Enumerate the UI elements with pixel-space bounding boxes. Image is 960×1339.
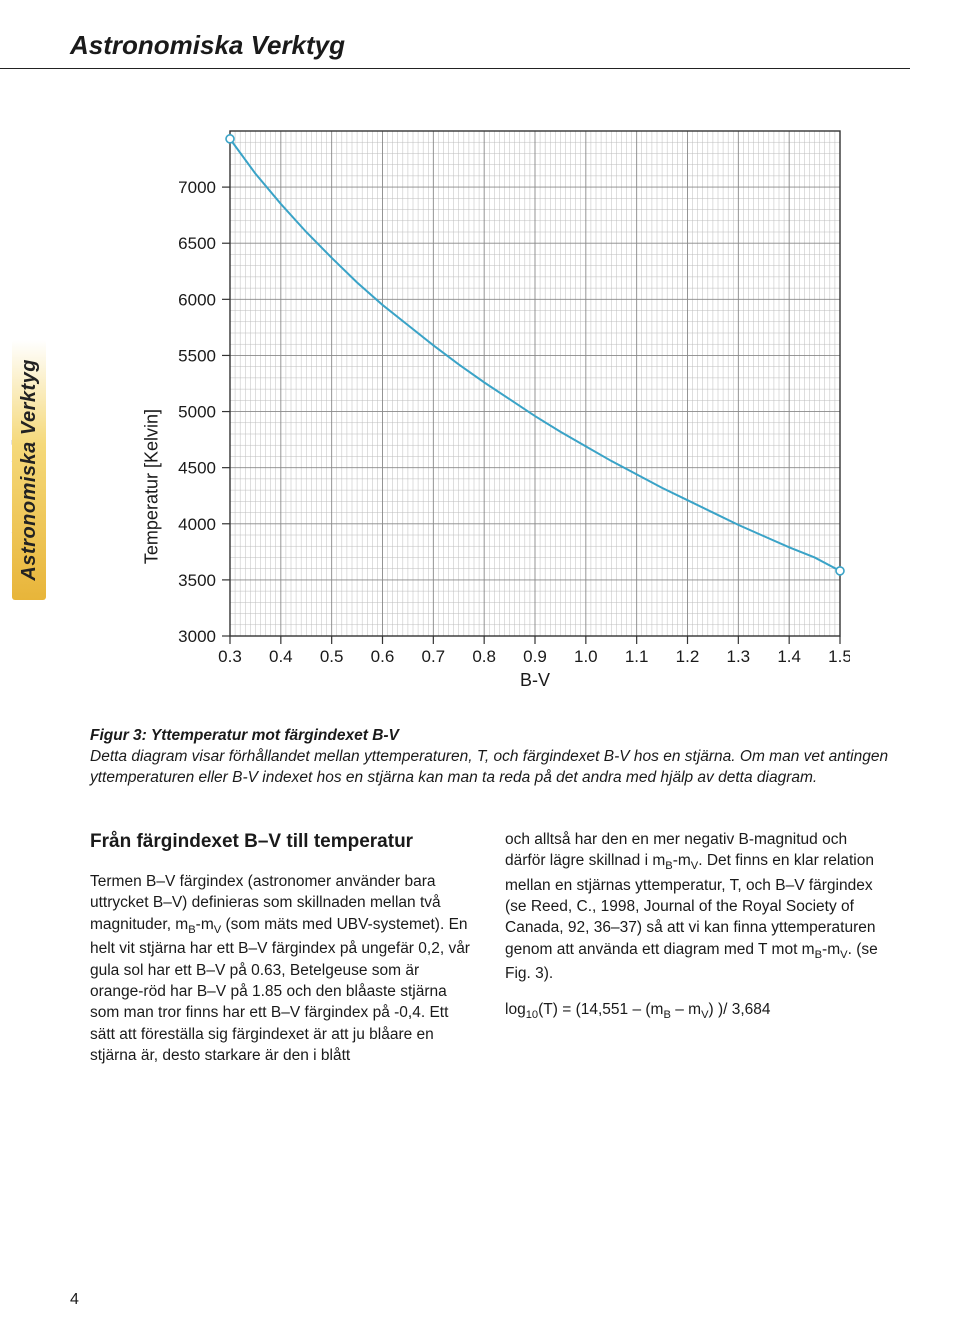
side-tab-label: Astronomiska Verktyg (18, 359, 41, 581)
left-column: Från färgindexet B–V till temperatur Ter… (90, 829, 475, 1081)
right-formula: log10(T) = (14,551 – (mB – mV) )/ 3,684 (505, 999, 890, 1023)
svg-text:3500: 3500 (178, 571, 216, 590)
svg-text:0.8: 0.8 (472, 647, 496, 666)
figure-caption: Figur 3: Yttemperatur mot färgindexet B-… (90, 726, 910, 789)
left-paragraph: Termen B–V färgindex (astronomer använde… (90, 871, 475, 1066)
section-heading: Från färgindexet B–V till temperatur (90, 829, 475, 855)
svg-text:4000: 4000 (178, 515, 216, 534)
svg-text:1.2: 1.2 (676, 647, 700, 666)
svg-text:0.5: 0.5 (320, 647, 344, 666)
right-paragraph-1: och alltså har den en mer negativ B-magn… (505, 829, 890, 985)
svg-text:5500: 5500 (178, 346, 216, 365)
svg-text:7000: 7000 (178, 178, 216, 197)
caption-body: Detta diagram visar förhållandet mellan … (90, 748, 888, 786)
svg-text:4500: 4500 (178, 459, 216, 478)
side-tab: Astronomiska Verktyg (12, 340, 46, 600)
svg-text:0.6: 0.6 (371, 647, 395, 666)
chart-container: Temperatur [Kelvin] 30003500400045005000… (160, 121, 910, 696)
svg-text:6000: 6000 (178, 290, 216, 309)
chart-ylabel: Temperatur [Kelvin] (142, 409, 163, 564)
svg-text:0.7: 0.7 (422, 647, 446, 666)
svg-text:1.3: 1.3 (727, 647, 751, 666)
page-rule (0, 68, 910, 69)
svg-text:1.1: 1.1 (625, 647, 649, 666)
chart-svg: 3000 3500 4000 4500 5000 5500 6000 6500 7000 0.3 0… (160, 121, 850, 691)
svg-text:5000: 5000 (178, 403, 216, 422)
right-column: och alltså har den en mer negativ B-magn… (505, 829, 890, 1081)
svg-text:6500: 6500 (178, 234, 216, 253)
svg-text:0.3: 0.3 (218, 647, 242, 666)
text-columns: Från färgindexet B–V till temperatur Ter… (90, 829, 890, 1081)
svg-text:B-V: B-V (520, 670, 550, 690)
svg-text:0.9: 0.9 (523, 647, 547, 666)
svg-text:1.4: 1.4 (777, 647, 801, 666)
svg-text:1.0: 1.0 (574, 647, 598, 666)
page-title: Astronomiska Verktyg (70, 30, 910, 61)
svg-text:1.5: 1.5 (828, 647, 850, 666)
svg-text:3000: 3000 (178, 627, 216, 646)
caption-title: Figur 3: Yttemperatur mot färgindexet B-… (90, 727, 399, 744)
svg-text:0.4: 0.4 (269, 647, 293, 666)
page-number: 4 (70, 1291, 79, 1309)
